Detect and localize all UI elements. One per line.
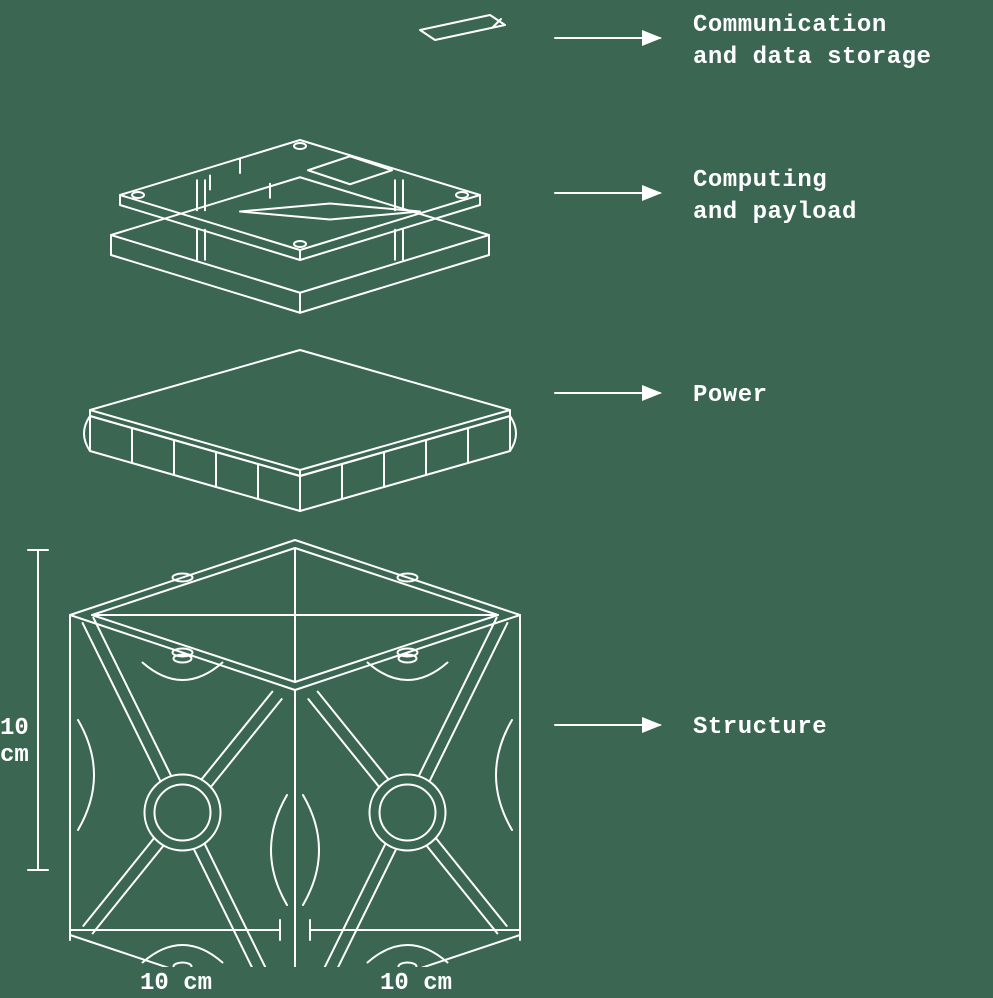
dim-width-1: 10 cm [140, 945, 212, 998]
exploded-diagram [0, 0, 993, 967]
label-computing: Computing and payload [693, 165, 857, 230]
label-communication: Communication and data storage [693, 10, 931, 75]
label-structure: Structure [693, 712, 827, 744]
dim-width-2: 10 cm [380, 945, 452, 998]
dim-height: 10cm [0, 690, 29, 769]
label-power: Power [693, 380, 768, 412]
